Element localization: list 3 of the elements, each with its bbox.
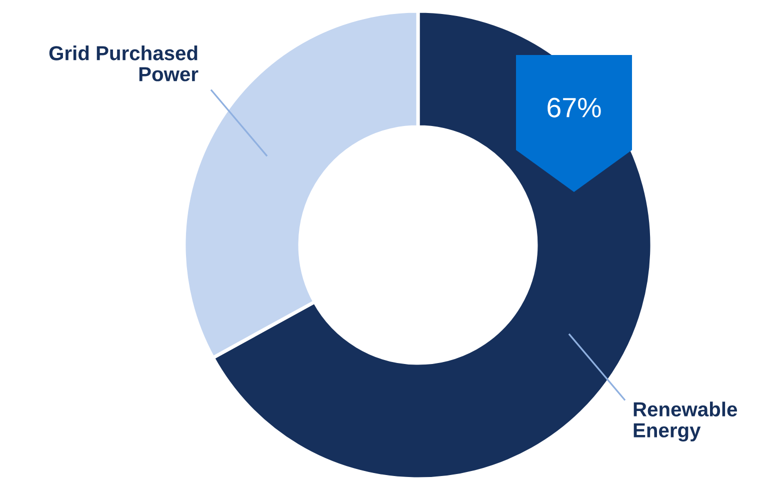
slice-label: Grid Purchased Power xyxy=(49,46,198,82)
slice-label: Renewable Energy xyxy=(634,402,738,442)
data-label: 67% xyxy=(548,98,601,118)
